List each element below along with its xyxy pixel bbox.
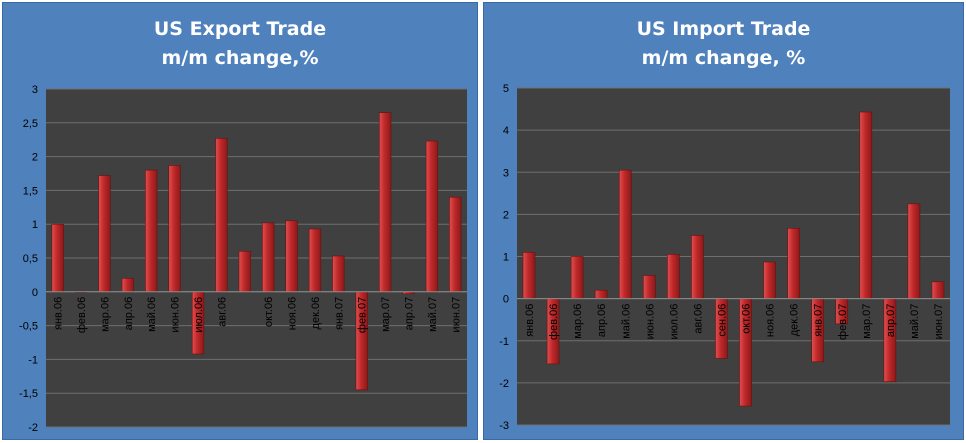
import-x-tick-label: май.06 xyxy=(620,304,632,339)
export-x-tick-label: июн.06 xyxy=(170,297,182,333)
export-y-tick-label: 0,5 xyxy=(23,253,38,265)
import-bar xyxy=(522,251,536,299)
export-y-tick-label: 2 xyxy=(32,152,38,164)
import-y-tick-label: -1 xyxy=(499,336,509,348)
import-y-tick-label: -3 xyxy=(499,420,509,432)
import-bar xyxy=(763,261,776,299)
export-y-tick-label: -0,5 xyxy=(19,321,38,333)
export-bar xyxy=(238,250,251,293)
export-bar xyxy=(308,228,322,293)
import-x-tick-label: окт.06 xyxy=(741,304,753,334)
import-x-tick-label: фев.07 xyxy=(837,304,849,340)
import-x-tick-label: апр.07 xyxy=(885,304,897,337)
import-chart-title: US Import Trade xyxy=(636,18,811,40)
import-chart-title-block: US Import Trade m/m change, % xyxy=(484,15,963,73)
export-x-tick-label: ноя.06 xyxy=(287,297,299,330)
import-x-tick-label: авг.06 xyxy=(692,304,704,334)
import-x-tick-label: фев.06 xyxy=(548,304,560,340)
export-x-tick-label: дек.06 xyxy=(310,297,322,330)
export-y-tick-label: 0 xyxy=(32,287,38,299)
import-bar xyxy=(907,203,921,299)
export-bar xyxy=(425,140,439,293)
import-y-tick-label: 2 xyxy=(503,209,509,221)
import-y-tick-label: 1 xyxy=(503,252,509,264)
export-chart-subtitle: m/m change,% xyxy=(161,47,319,69)
import-y-tick-label: 3 xyxy=(503,167,509,179)
import-x-tick-label: июн.07 xyxy=(933,304,945,340)
import-x-tick-label: дек.06 xyxy=(789,304,801,337)
import-y-tick-label: -2 xyxy=(499,378,509,390)
import-chart-svg: -3 -2 -1 0 1 2 3 4 5 янв.06 фев.06 мар.06 апр.06 май.… xyxy=(499,83,950,432)
import-x-tick-label: ноя.06 xyxy=(765,304,777,337)
export-bar xyxy=(51,223,64,293)
export-x-tick-label: апр.07 xyxy=(404,297,416,330)
import-x-tick-label: май.07 xyxy=(909,304,921,339)
import-x-tick-label: янв.07 xyxy=(813,304,825,337)
import-x-tick-label: июл.06 xyxy=(668,304,680,340)
import-y-tick-label: 5 xyxy=(503,83,509,95)
export-x-tick-label: июл.06 xyxy=(193,297,205,333)
import-y-tick-label: 4 xyxy=(503,125,509,137)
export-x-tick-label: май.07 xyxy=(427,297,439,332)
import-bar xyxy=(570,256,584,299)
export-y-tick-label: -2 xyxy=(28,422,38,434)
export-y-tick-label: 3 xyxy=(32,84,38,96)
export-bar xyxy=(449,196,462,293)
export-x-tick-label: мар.06 xyxy=(99,297,111,332)
export-chart-panel: US Export Trade m/m change,% -2 -1,5 -1 -0,… xyxy=(2,2,478,440)
export-x-tick-label: янв.07 xyxy=(333,297,345,330)
export-chart-title: US Export Trade xyxy=(153,18,327,40)
import-bar xyxy=(642,275,656,299)
export-bar xyxy=(145,169,158,293)
import-x-tick-label: сен.06 xyxy=(716,304,728,337)
export-y-tick-label: -1,5 xyxy=(19,388,38,400)
export-x-tick-label: авг.06 xyxy=(216,297,228,327)
export-x-tick-label: июн.07 xyxy=(450,297,462,333)
export-x-tick-label: апр.06 xyxy=(123,297,135,330)
import-y-tick-label: 0 xyxy=(503,294,509,306)
export-x-tick-label: май.06 xyxy=(146,297,158,332)
import-bar xyxy=(667,254,680,299)
import-x-tick-label: янв.06 xyxy=(524,304,536,337)
export-y-tick-label: -1 xyxy=(28,354,38,366)
import-bar xyxy=(618,169,632,299)
import-chart-subtitle: m/m change, % xyxy=(641,47,806,69)
export-y-tick-label: 1,5 xyxy=(23,185,38,197)
import-chart-panel: US Import Trade m/m change, % -3 -2 -1 0 1 2 3… xyxy=(483,2,964,440)
export-bar xyxy=(121,277,135,293)
export-chart-title-block: US Export Trade m/m change,% xyxy=(3,15,477,73)
export-x-tick-label: янв.06 xyxy=(53,297,65,330)
export-bar xyxy=(378,112,392,293)
import-bar xyxy=(691,235,704,299)
export-bar xyxy=(285,220,298,293)
export-x-tick-label: фев.07 xyxy=(357,297,369,333)
import-x-tick-label: мар.07 xyxy=(861,304,873,339)
export-y-tick-label: 2,5 xyxy=(23,118,38,130)
export-chart-svg: -2 -1,5 -1 -0,5 0 0,5 1 1,5 2 2,5 3 янв.06 фев.06 мар… xyxy=(19,84,467,434)
export-bar xyxy=(98,175,111,293)
import-x-tick-label: апр.06 xyxy=(596,304,608,337)
import-bar xyxy=(931,281,945,299)
export-x-tick-label: окт.06 xyxy=(263,297,275,327)
export-x-tick-label: фев.06 xyxy=(76,297,88,333)
import-bar xyxy=(594,289,608,299)
export-bar xyxy=(332,255,345,293)
import-x-tick-label: июн.06 xyxy=(644,304,656,340)
export-y-tick-label: 1 xyxy=(32,219,38,231)
import-bar xyxy=(787,227,800,299)
export-bar xyxy=(262,222,275,293)
export-bar xyxy=(168,165,181,293)
import-x-tick-label: мар.06 xyxy=(572,304,584,339)
export-bar xyxy=(215,138,228,293)
import-bar xyxy=(859,111,873,299)
export-x-tick-label: мар.07 xyxy=(380,297,392,332)
